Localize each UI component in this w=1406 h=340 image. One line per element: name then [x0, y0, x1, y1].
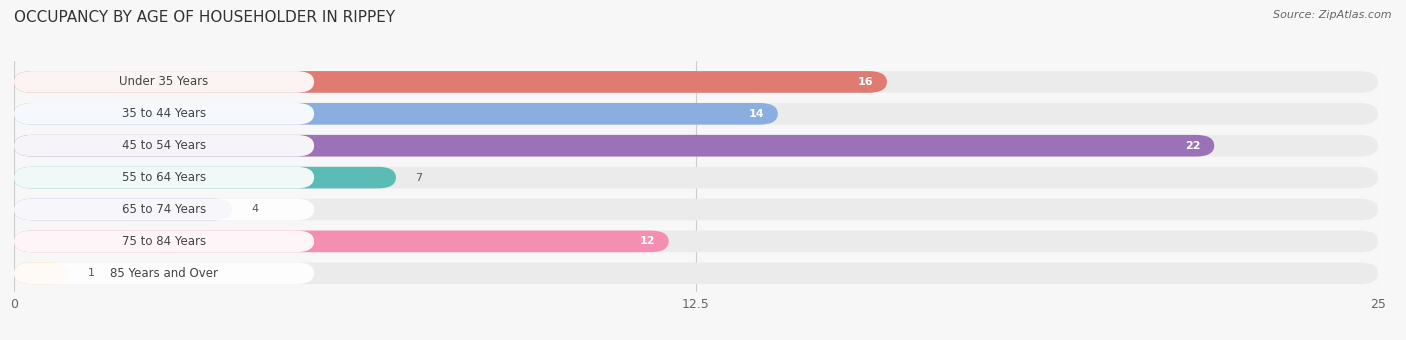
- Text: Under 35 Years: Under 35 Years: [120, 75, 208, 88]
- FancyBboxPatch shape: [14, 231, 314, 252]
- FancyBboxPatch shape: [14, 199, 314, 220]
- Text: 7: 7: [415, 173, 422, 183]
- Text: 85 Years and Over: 85 Years and Over: [110, 267, 218, 280]
- Text: 75 to 84 Years: 75 to 84 Years: [122, 235, 207, 248]
- Text: 4: 4: [252, 204, 259, 215]
- FancyBboxPatch shape: [14, 231, 669, 252]
- FancyBboxPatch shape: [14, 103, 314, 125]
- FancyBboxPatch shape: [14, 135, 314, 156]
- FancyBboxPatch shape: [14, 167, 314, 188]
- FancyBboxPatch shape: [14, 199, 1378, 220]
- FancyBboxPatch shape: [14, 135, 1378, 156]
- FancyBboxPatch shape: [14, 167, 396, 188]
- Text: 65 to 74 Years: 65 to 74 Years: [122, 203, 207, 216]
- FancyBboxPatch shape: [14, 103, 1378, 125]
- FancyBboxPatch shape: [14, 103, 778, 125]
- Text: OCCUPANCY BY AGE OF HOUSEHOLDER IN RIPPEY: OCCUPANCY BY AGE OF HOUSEHOLDER IN RIPPE…: [14, 10, 395, 25]
- Text: 22: 22: [1185, 141, 1201, 151]
- Text: 1: 1: [87, 268, 94, 278]
- Text: 35 to 44 Years: 35 to 44 Years: [122, 107, 207, 120]
- Text: 45 to 54 Years: 45 to 54 Years: [122, 139, 207, 152]
- Text: 12: 12: [640, 236, 655, 246]
- FancyBboxPatch shape: [14, 231, 1378, 252]
- FancyBboxPatch shape: [14, 262, 69, 284]
- FancyBboxPatch shape: [14, 262, 314, 284]
- FancyBboxPatch shape: [14, 262, 1378, 284]
- FancyBboxPatch shape: [14, 71, 887, 93]
- Text: 55 to 64 Years: 55 to 64 Years: [122, 171, 207, 184]
- FancyBboxPatch shape: [14, 71, 314, 93]
- FancyBboxPatch shape: [14, 71, 1378, 93]
- Text: 14: 14: [748, 109, 765, 119]
- Text: Source: ZipAtlas.com: Source: ZipAtlas.com: [1274, 10, 1392, 20]
- FancyBboxPatch shape: [14, 135, 1215, 156]
- FancyBboxPatch shape: [14, 167, 1378, 188]
- FancyBboxPatch shape: [14, 199, 232, 220]
- Text: 16: 16: [858, 77, 873, 87]
